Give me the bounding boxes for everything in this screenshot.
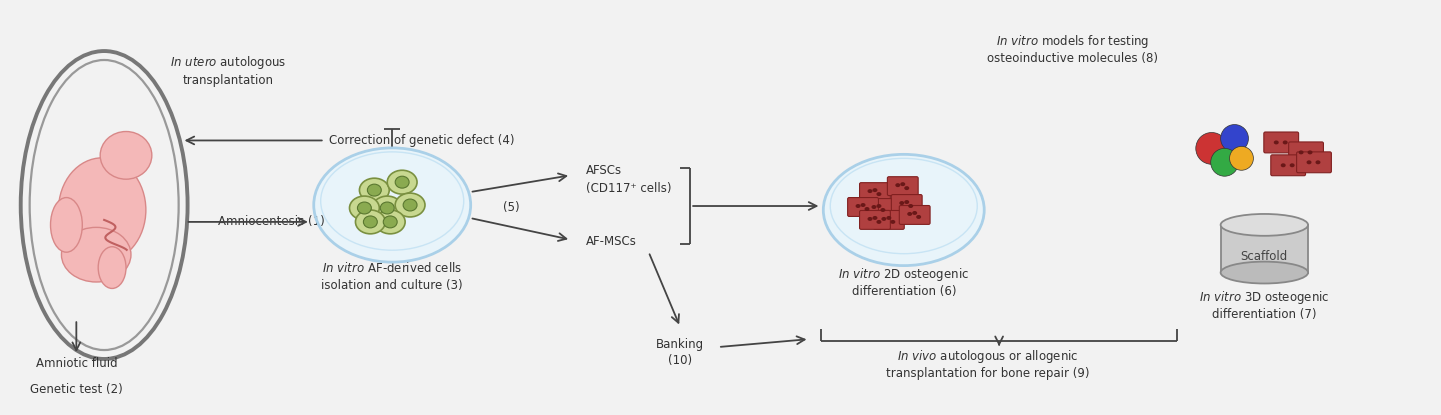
Text: Banking: Banking xyxy=(656,337,705,351)
Ellipse shape xyxy=(1221,261,1308,283)
Ellipse shape xyxy=(350,196,379,220)
Ellipse shape xyxy=(395,176,409,188)
Ellipse shape xyxy=(1281,163,1285,167)
FancyBboxPatch shape xyxy=(1288,142,1323,163)
Ellipse shape xyxy=(1229,146,1254,170)
Text: $\it{In\ vitro}$ 2D osteogenic: $\it{In\ vitro}$ 2D osteogenic xyxy=(839,266,970,283)
Ellipse shape xyxy=(899,201,905,205)
Ellipse shape xyxy=(367,184,382,196)
Text: differentiation (6): differentiation (6) xyxy=(852,285,955,298)
Ellipse shape xyxy=(901,182,905,186)
Ellipse shape xyxy=(1210,149,1238,176)
FancyBboxPatch shape xyxy=(860,210,891,229)
Ellipse shape xyxy=(363,216,378,228)
Text: $\it{In\ vivo}$ autologous or allogenic: $\it{In\ vivo}$ autologous or allogenic xyxy=(898,349,1079,366)
Ellipse shape xyxy=(872,188,878,192)
Ellipse shape xyxy=(876,192,882,196)
Text: (10): (10) xyxy=(669,354,692,367)
Ellipse shape xyxy=(876,220,882,224)
Ellipse shape xyxy=(872,216,878,220)
Ellipse shape xyxy=(880,208,885,212)
Ellipse shape xyxy=(357,202,372,214)
Ellipse shape xyxy=(372,196,402,220)
Ellipse shape xyxy=(1316,160,1320,164)
Ellipse shape xyxy=(50,198,82,252)
Text: AF-MSCs: AF-MSCs xyxy=(586,235,637,248)
Text: Amniotic fluid: Amniotic fluid xyxy=(36,357,117,370)
Ellipse shape xyxy=(1307,160,1311,164)
FancyBboxPatch shape xyxy=(873,210,905,229)
Text: (5): (5) xyxy=(503,202,520,215)
Ellipse shape xyxy=(101,132,151,179)
Ellipse shape xyxy=(395,193,425,217)
Text: (CD117⁺ cells): (CD117⁺ cells) xyxy=(586,182,672,195)
Ellipse shape xyxy=(865,207,869,211)
Text: $\it{In\ vitro}$ models for testing: $\it{In\ vitro}$ models for testing xyxy=(996,33,1150,50)
Ellipse shape xyxy=(860,203,866,207)
Ellipse shape xyxy=(359,178,389,202)
Ellipse shape xyxy=(1274,140,1278,144)
Ellipse shape xyxy=(62,227,131,282)
FancyBboxPatch shape xyxy=(847,198,879,217)
FancyBboxPatch shape xyxy=(888,177,918,195)
Text: $\it{In}$$\it{\ utero}$ autologous: $\it{In}$$\it{\ utero}$ autologous xyxy=(170,54,287,71)
Ellipse shape xyxy=(383,216,398,228)
Text: Amniocentesis (1): Amniocentesis (1) xyxy=(218,215,324,228)
Text: $\it{In\ vitro}$ 3D osteogenic: $\it{In\ vitro}$ 3D osteogenic xyxy=(1199,289,1330,306)
Ellipse shape xyxy=(1282,140,1288,144)
Text: AFSCs: AFSCs xyxy=(586,164,623,177)
Ellipse shape xyxy=(867,189,872,193)
Ellipse shape xyxy=(380,202,395,214)
Text: differentiation (7): differentiation (7) xyxy=(1212,308,1317,321)
Ellipse shape xyxy=(908,212,912,216)
FancyBboxPatch shape xyxy=(860,183,891,202)
Text: transplantation for bone repair (9): transplantation for bone repair (9) xyxy=(886,367,1089,381)
Text: isolation and culture (3): isolation and culture (3) xyxy=(321,279,463,292)
Ellipse shape xyxy=(867,217,872,221)
Text: $\it{In\ vitro}$ AF-derived cells: $\it{In\ vitro}$ AF-derived cells xyxy=(323,261,463,275)
FancyBboxPatch shape xyxy=(899,205,929,225)
Ellipse shape xyxy=(375,210,405,234)
Text: Genetic test (2): Genetic test (2) xyxy=(30,383,122,396)
FancyBboxPatch shape xyxy=(892,195,922,213)
Ellipse shape xyxy=(1196,132,1228,164)
Ellipse shape xyxy=(876,204,882,208)
Ellipse shape xyxy=(1221,214,1308,236)
Ellipse shape xyxy=(886,216,892,220)
Ellipse shape xyxy=(356,210,385,234)
Ellipse shape xyxy=(1290,163,1294,167)
Text: Scaffold: Scaffold xyxy=(1241,250,1288,263)
Ellipse shape xyxy=(388,170,416,194)
Text: Correction of genetic defect (4): Correction of genetic defect (4) xyxy=(329,134,514,147)
Ellipse shape xyxy=(1298,150,1304,154)
FancyBboxPatch shape xyxy=(1264,132,1298,153)
Ellipse shape xyxy=(916,215,921,219)
Ellipse shape xyxy=(1307,150,1313,154)
Ellipse shape xyxy=(1221,124,1248,152)
Ellipse shape xyxy=(59,158,146,262)
Ellipse shape xyxy=(891,220,895,224)
Ellipse shape xyxy=(882,217,886,221)
Ellipse shape xyxy=(872,205,876,209)
FancyBboxPatch shape xyxy=(1297,152,1331,173)
Ellipse shape xyxy=(823,154,984,266)
Ellipse shape xyxy=(905,186,909,190)
Ellipse shape xyxy=(908,204,914,208)
FancyBboxPatch shape xyxy=(1221,225,1308,273)
Ellipse shape xyxy=(856,204,860,208)
Ellipse shape xyxy=(314,148,471,262)
Ellipse shape xyxy=(895,183,901,187)
Text: osteoinductive molecules (8): osteoinductive molecules (8) xyxy=(987,51,1159,64)
Ellipse shape xyxy=(403,199,416,211)
Ellipse shape xyxy=(905,200,909,204)
Ellipse shape xyxy=(912,211,916,215)
Ellipse shape xyxy=(98,247,125,288)
Text: transplantation: transplantation xyxy=(183,74,274,87)
FancyBboxPatch shape xyxy=(1271,155,1306,176)
FancyBboxPatch shape xyxy=(863,198,895,217)
